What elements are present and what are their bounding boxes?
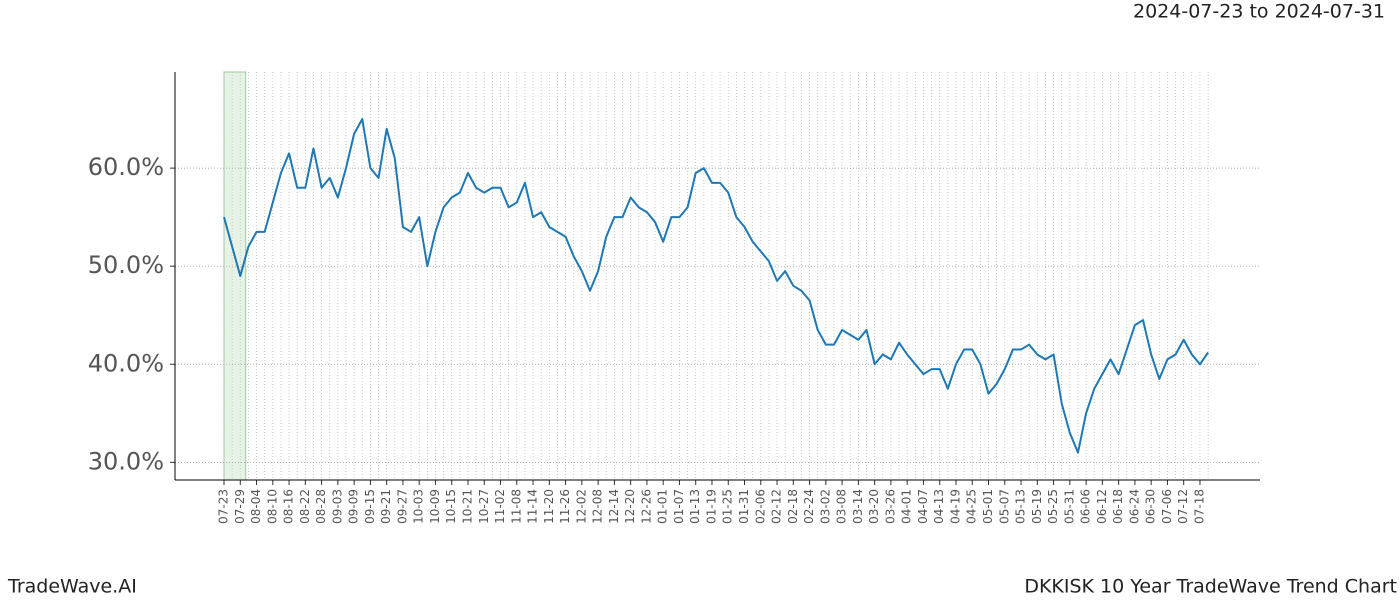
x-tick-label: 09-15 (363, 489, 377, 524)
x-tick-label: 02-06 (753, 489, 767, 524)
x-tick-label: 10-15 (444, 489, 458, 524)
x-tick-label: 08-22 (298, 489, 312, 524)
x-tick-label: 06-30 (1144, 489, 1158, 524)
x-tick-label: 05-13 (1014, 489, 1028, 524)
x-tick-label: 10-03 (412, 489, 426, 524)
highlight-band (223, 71, 247, 481)
x-tick-label: 12-26 (639, 489, 653, 524)
brand: TradeWave.AI (7, 576, 137, 598)
x-tick-label: 01-25 (721, 489, 735, 524)
x-tick-label: 12-02 (574, 489, 588, 524)
x-tick-label: 01-07 (672, 489, 686, 524)
y-tick-label: 60.0% (88, 153, 164, 181)
x-tick-label: 03-26 (883, 489, 897, 524)
x-tick-label: 12-14 (607, 489, 621, 524)
y-tick-label: 30.0% (88, 447, 164, 475)
x-tick-label: 11-02 (493, 489, 507, 524)
x-tick-label: 09-27 (395, 489, 409, 524)
y-tick-label: 50.0% (88, 251, 164, 279)
x-tick-label: 05-01 (981, 489, 995, 524)
x-tick-label: 06-06 (1079, 489, 1093, 524)
x-tick-label: 11-20 (542, 489, 556, 524)
x-tick-label: 10-09 (428, 489, 442, 524)
x-tick-label: 04-19 (948, 489, 962, 524)
x-tick-label: 07-06 (1160, 489, 1174, 524)
x-tick-label: 07-12 (1176, 489, 1190, 524)
x-tick-label: 03-20 (867, 489, 881, 524)
x-tick-label: 03-14 (851, 489, 865, 524)
x-tick-label: 08-10 (265, 489, 279, 524)
x-tick-label: 04-25 (965, 489, 979, 524)
x-tick-label: 03-08 (835, 489, 849, 524)
x-tick-label: 11-14 (526, 489, 540, 524)
x-tick-label: 08-16 (282, 489, 296, 524)
x-tick-label: 08-04 (249, 489, 263, 524)
chart-name: DKKISK 10 Year TradeWave Trend Chart (1024, 576, 1397, 598)
x-tick-label: 09-09 (347, 489, 361, 524)
x-tick-label: 01-01 (656, 489, 670, 524)
x-tick-label: 06-18 (1111, 489, 1125, 524)
x-tick-label: 05-25 (1046, 489, 1060, 524)
x-tick-label: 08-28 (314, 489, 328, 524)
x-tick-label: 06-12 (1095, 489, 1109, 524)
x-tick-label: 10-21 (460, 489, 474, 524)
x-tick-label: 12-20 (623, 489, 637, 524)
x-tick-label: 07-18 (1192, 489, 1206, 524)
x-tick-label: 05-19 (1030, 489, 1044, 524)
x-tick-label: 01-31 (737, 489, 751, 524)
y-tick-label: 40.0% (88, 349, 164, 377)
x-tick-label: 01-13 (688, 489, 702, 524)
x-tick-label: 07-23 (217, 489, 231, 524)
line-series (223, 118, 1209, 454)
date-range: 2024-07-23 to 2024-07-31 (1133, 1, 1385, 23)
x-tick-label: 03-02 (818, 489, 832, 524)
x-tick-label: 12-08 (591, 489, 605, 524)
x-tick-label: 02-24 (802, 489, 816, 524)
x-tick-label: 02-18 (786, 489, 800, 524)
x-tick-label: 06-24 (1127, 489, 1141, 524)
x-tick-label: 07-29 (233, 489, 247, 524)
x-tick-label: 09-03 (330, 489, 344, 524)
x-tick-label: 09-21 (379, 489, 393, 524)
x-tick-label: 11-26 (558, 489, 572, 524)
x-tick-label: 05-31 (1062, 489, 1076, 524)
x-tick-label: 05-07 (997, 489, 1011, 524)
x-tick-label: 04-01 (900, 489, 914, 524)
x-tick-label: 02-12 (770, 489, 784, 524)
x-tick-label: 01-19 (704, 489, 718, 524)
x-tick-label: 04-13 (932, 489, 946, 524)
x-tick-label: 11-08 (509, 489, 523, 524)
x-tick-label: 04-07 (916, 489, 930, 524)
x-tick-label: 10-27 (477, 489, 491, 524)
